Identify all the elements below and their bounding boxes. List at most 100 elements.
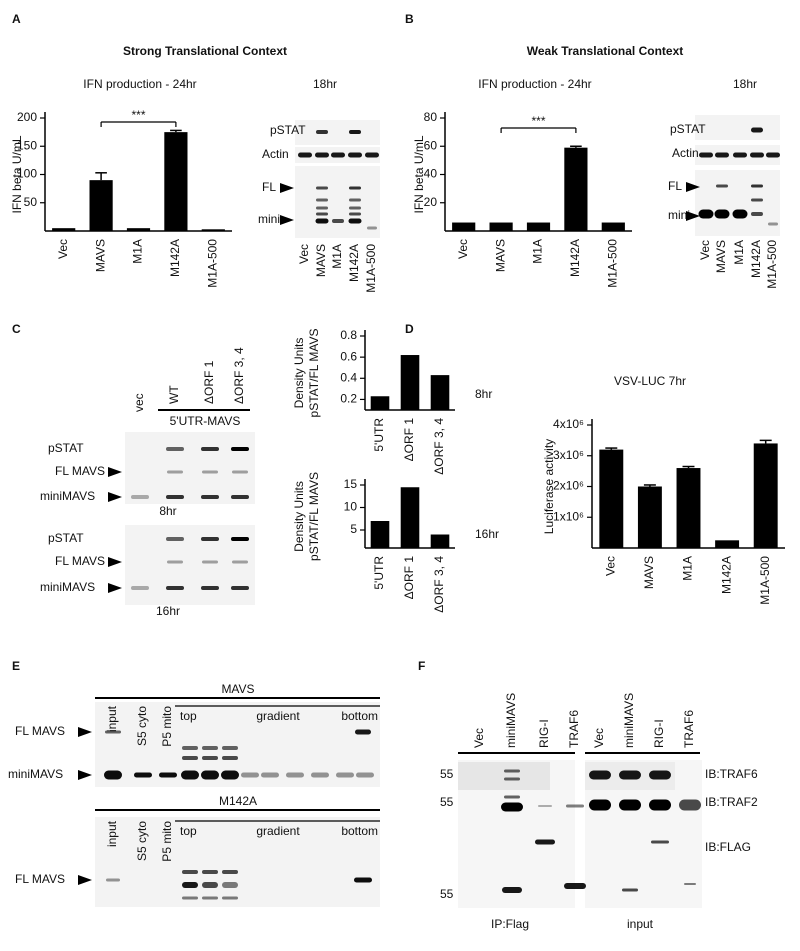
row-label: FL — [668, 179, 682, 193]
blot-band — [332, 219, 344, 223]
blot-band — [202, 882, 218, 888]
lane-label: ΔORF 1 — [202, 360, 216, 404]
blot-band — [182, 870, 198, 874]
chart-subtitle: IFN production - 24hr — [478, 77, 591, 91]
blot-band — [106, 878, 120, 882]
lane-label: TRAF6 — [567, 710, 581, 748]
time-label: 18hr — [733, 77, 757, 91]
panel-letter: C — [12, 322, 21, 336]
blot-band — [504, 777, 520, 781]
x-tick-label: MAVS — [642, 556, 656, 589]
blot-band — [222, 896, 238, 900]
x-tick-label: M142A — [168, 239, 182, 277]
blot-band — [181, 770, 199, 780]
blot-band — [316, 186, 328, 190]
blot-band — [167, 470, 183, 474]
y-axis-label: IFN beta U/mL — [412, 135, 426, 213]
blot-panel — [95, 817, 380, 907]
lane-label: TRAF6 — [682, 710, 696, 748]
y-tick-label: 2x10⁶ — [553, 479, 584, 493]
y-tick-label: 3x10⁶ — [553, 448, 584, 462]
row-label: FL MAVS — [55, 464, 105, 478]
row-label: Actin — [262, 147, 289, 161]
fraction-label: top — [180, 824, 197, 838]
x-tick-label: M1A-500 — [758, 556, 772, 605]
y-tick-label: 5 — [350, 522, 357, 536]
blot-band — [316, 212, 328, 216]
blot-band — [232, 470, 248, 474]
x-tick-label: MAVS — [493, 239, 507, 272]
blot-band — [766, 152, 780, 158]
blot-band — [159, 772, 177, 778]
lane-label: input — [105, 705, 119, 732]
panel-letter: F — [418, 659, 425, 673]
y-axis-label: Density Units — [292, 338, 306, 409]
time-label: 8hr — [475, 387, 492, 401]
blot-band — [715, 152, 729, 158]
row-label: pSTAT — [48, 531, 84, 545]
fraction-label: top — [180, 709, 197, 723]
x-tick-label: ΔORF 1 — [402, 418, 416, 462]
mw-marker: 55 — [440, 887, 454, 901]
arrowhead — [78, 770, 92, 780]
y-tick-label: 0.4 — [340, 370, 357, 384]
blot-band — [316, 198, 328, 202]
blot-band — [589, 770, 611, 780]
panel-letter: E — [12, 659, 20, 673]
y-tick-label: 50 — [24, 195, 38, 209]
bar — [676, 468, 701, 548]
blot-band — [201, 770, 219, 780]
blot-title: MAVS — [221, 682, 254, 696]
blot-band — [222, 756, 238, 760]
row-label: pSTAT — [270, 123, 306, 137]
x-tick-label: ΔORF 3, 4 — [432, 556, 446, 613]
arrowhead — [78, 727, 92, 737]
blot-band — [202, 870, 218, 874]
bar — [564, 147, 588, 231]
probe-label: IB:FLAG — [705, 840, 751, 854]
lane-label: RIG-I — [652, 719, 666, 748]
lane-label: P5 mito — [160, 821, 174, 862]
blot-band — [201, 537, 219, 541]
lane-label: miniMAVS — [622, 693, 636, 748]
x-tick-label: Vec — [603, 556, 617, 576]
blot-band — [202, 756, 218, 760]
group-label: IP:Flag — [491, 917, 529, 931]
bar — [126, 228, 151, 231]
blot-band — [134, 772, 152, 778]
lane-label: M1A-500 — [364, 244, 378, 293]
blot-band — [315, 152, 329, 158]
x-tick-label: Vec — [456, 239, 470, 259]
bar — [89, 180, 113, 231]
blot-band — [356, 772, 374, 778]
bar — [430, 534, 450, 548]
blot-band — [201, 586, 219, 590]
blot-panel — [695, 115, 780, 140]
blot-band — [349, 186, 361, 190]
significance-label: *** — [531, 114, 545, 128]
y-axis-label: IFN beta U/mL — [10, 135, 24, 213]
lane-label: RIG-I — [537, 719, 551, 748]
blot-band — [167, 560, 183, 564]
arrowhead — [686, 182, 700, 192]
row-label: Actin — [672, 146, 699, 160]
blot-band — [651, 840, 669, 844]
blot-band — [311, 772, 329, 778]
blot-band — [182, 882, 198, 888]
lane-label: input — [105, 820, 119, 847]
row-label: mini — [258, 212, 280, 226]
blot-band — [231, 537, 249, 541]
x-tick-label: M1A — [681, 556, 695, 581]
mw-marker: 55 — [440, 767, 454, 781]
arrowhead — [78, 875, 92, 885]
y-axis-label: pSTAT/FL MAVS — [307, 472, 321, 561]
blot-band — [166, 495, 184, 499]
y-tick-label: 80 — [424, 110, 438, 124]
blot-band — [231, 586, 249, 590]
lane-label: MAVS — [314, 244, 328, 277]
blot-band — [182, 756, 198, 760]
lane-label: M142A — [347, 244, 361, 282]
group-label: input — [627, 917, 654, 931]
blot-band — [751, 127, 763, 133]
blot-panel — [125, 432, 255, 504]
